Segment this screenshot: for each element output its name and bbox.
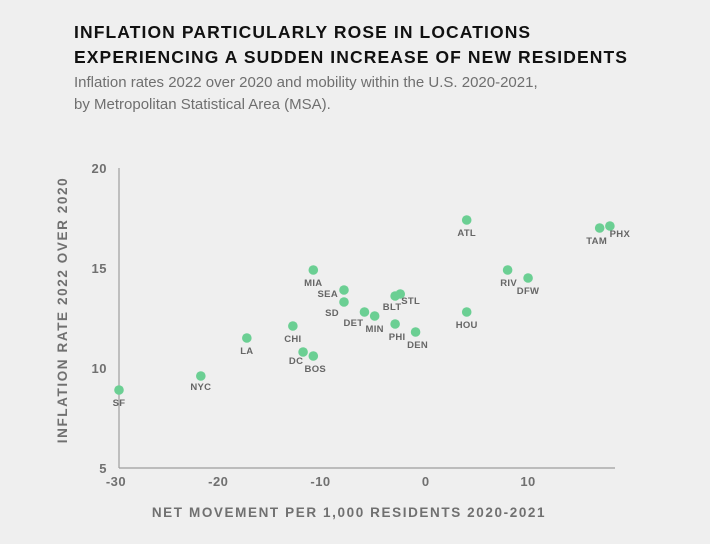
chart-title: INFLATION PARTICULARLY ROSE IN LOCATIONS… [74, 20, 694, 70]
data-point-den [410, 327, 421, 337]
data-point-atl [461, 215, 472, 225]
data-points [114, 215, 615, 395]
x-tick-label: -30 [106, 474, 126, 489]
point-label-hou: HOU [456, 320, 478, 331]
point-label-phi: PHI [389, 332, 406, 343]
data-point-min [369, 311, 380, 321]
data-point-phi [390, 319, 400, 329]
data-point-mia [308, 265, 319, 275]
data-point-sea [339, 285, 349, 295]
point-label-sd: SD [325, 308, 339, 319]
y-tick-label: 15 [92, 261, 107, 276]
point-label-blt: BLT [383, 302, 402, 313]
point-label-mia: MIA [304, 278, 322, 289]
data-point-sf [114, 385, 124, 395]
data-point-la [242, 333, 252, 343]
point-label-riv: RIV [500, 278, 517, 289]
point-label-det: DET [343, 318, 363, 329]
point-label-tam: TAM [586, 236, 607, 247]
chart-subtitle-line-1: Inflation rates 2022 over 2020 and mobil… [74, 74, 538, 91]
y-axis-title: INFLATION RATE 2022 OVER 2020 [55, 177, 70, 443]
data-point-dfw [523, 273, 533, 283]
chart-subtitle: Inflation rates 2022 over 2020 and mobil… [74, 72, 694, 116]
data-point-tam [594, 223, 605, 233]
x-tick-labels: -30 -20 -10 0 10 [106, 474, 535, 489]
data-point-chi [288, 321, 298, 331]
point-label-sf: SF [113, 398, 126, 409]
data-point-nyc [196, 371, 206, 381]
data-point-phx [605, 221, 615, 231]
point-label-chi: CHI [284, 334, 301, 345]
point-label-la: LA [240, 346, 253, 357]
point-label-den: DEN [407, 340, 428, 351]
point-label-nyc: NYC [190, 382, 211, 393]
chart-title-line-2: EXPERIENCING A SUDDEN INCREASE OF NEW RE… [74, 47, 629, 67]
point-label-sea: SEA [318, 289, 338, 300]
chart-title-line-1: INFLATION PARTICULARLY ROSE IN LOCATIONS [74, 22, 532, 42]
point-label-min: MIN [366, 324, 384, 335]
chart-subtitle-line-2: by Metropolitan Statistical Area (MSA). [74, 96, 331, 113]
x-tick-label: 0 [422, 474, 430, 489]
y-tick-label: 10 [92, 361, 107, 376]
data-point-sd [339, 297, 349, 307]
data-point-det [359, 307, 370, 317]
point-label-bos: BOS [305, 364, 327, 375]
y-tick-label: 20 [92, 161, 107, 176]
y-tick-labels: 5 10 15 20 [92, 161, 107, 476]
x-tick-label: -20 [208, 474, 228, 489]
x-tick-label: 10 [520, 474, 535, 489]
x-axis-title: NET MOVEMENT PER 1,000 RESIDENTS 2020-20… [152, 505, 546, 520]
point-label-phx: PHX [610, 229, 631, 240]
x-tick-label: -10 [310, 474, 330, 489]
data-point-bos [308, 351, 319, 361]
data-point-stl [395, 289, 406, 299]
point-label-atl: ATL [457, 228, 476, 239]
y-tick-label: 5 [99, 461, 107, 476]
point-label-stl: STL [401, 296, 420, 307]
data-point-riv [502, 265, 513, 275]
data-point-dc [298, 347, 308, 357]
data-point-hou [461, 307, 472, 317]
point-label-dc: DC [289, 356, 303, 367]
point-label-dfw: DFW [517, 286, 540, 297]
